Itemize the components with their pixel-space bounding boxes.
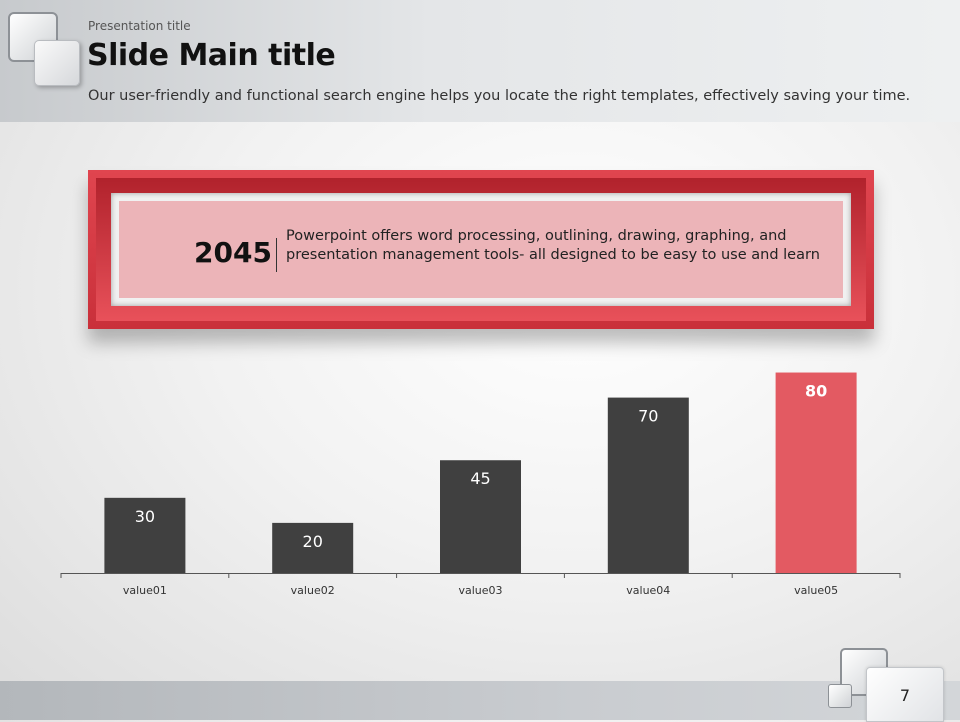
- category-label-value03: value03: [458, 584, 502, 597]
- category-label-value01: value01: [123, 584, 167, 597]
- data-label-value05: 80: [805, 382, 827, 401]
- data-label-value01: 30: [135, 507, 155, 526]
- category-label-value04: value04: [626, 584, 670, 597]
- bar-value04: [607, 397, 689, 573]
- footer-bar: [0, 681, 960, 720]
- callout-frame: 2045 Powerpoint offers word processing, …: [88, 170, 874, 329]
- page-number: 7: [899, 686, 911, 705]
- category-label-value02: value02: [291, 584, 335, 597]
- slide-subtitle: Our user-friendly and functional search …: [88, 88, 911, 104]
- slide-main-title: Slide Main title: [87, 38, 336, 73]
- presentation-title: Presentation title: [88, 19, 191, 33]
- data-label-value02: 20: [303, 532, 323, 551]
- callout-text: Powerpoint offers word processing, outli…: [286, 228, 820, 263]
- data-label-value04: 70: [638, 407, 658, 426]
- category-label-value05: value05: [794, 584, 838, 597]
- data-label-value03: 45: [470, 469, 490, 488]
- bar-value03: [440, 460, 521, 573]
- callout-year: 2045: [194, 236, 272, 269]
- callout-panel: 2045 Powerpoint offers word processing, …: [119, 201, 843, 298]
- bar-chart: 30 value01 20 value02 45 value03 70 value04 80 va…: [60, 372, 901, 597]
- bar-value01: [104, 497, 186, 573]
- page-number-box: 7: [866, 667, 944, 722]
- bar-value05: [775, 372, 857, 573]
- header-bar: Presentation title Slide Main title Our …: [0, 0, 960, 122]
- callout-divider: [276, 238, 277, 272]
- squares-logo-icon: [8, 12, 80, 86]
- bar-value02: [272, 522, 354, 573]
